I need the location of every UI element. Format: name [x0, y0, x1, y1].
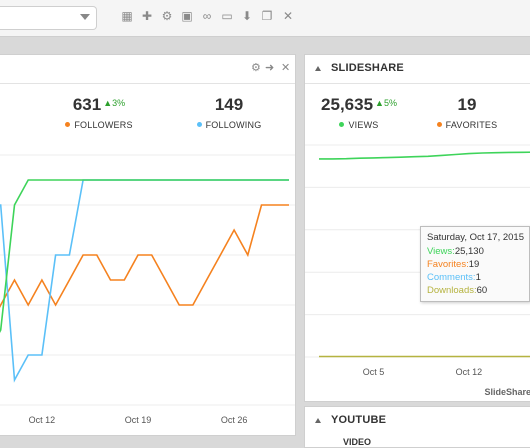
tooltip-comments-label: Comments:	[427, 272, 476, 283]
gear-icon[interactable]: ⚙	[251, 62, 261, 74]
orange-dot-icon	[65, 122, 71, 127]
image-icon[interactable]: ▣	[181, 9, 193, 23]
plus-icon[interactable]: ✚	[141, 9, 153, 23]
x-tick-label: Oct 26	[221, 415, 248, 425]
tooltip-favorites: Favorites:19	[427, 259, 479, 270]
tooltip-date: Saturday, Oct 17, 2015	[427, 232, 524, 243]
arrow-right-icon[interactable]: ➜	[265, 62, 275, 74]
series-line-series2	[0, 179, 289, 333]
tooltip-downloads-value: 60	[476, 285, 488, 296]
x-tick-label: Oct 5	[363, 367, 385, 377]
close-icon[interactable]: ✕	[282, 9, 294, 23]
series-line-followers	[0, 204, 289, 308]
x-tick-label: Oct 12	[456, 367, 483, 377]
gear-icon[interactable]: ⚙	[161, 9, 173, 23]
following-stat: 149 FOLLOWING	[179, 95, 279, 130]
instagram-panel: ⚙ ➜ ✕ 631 ▲3% FOLLOWERS 149 FOLLOWING Oct…	[0, 54, 296, 436]
series-line-views	[319, 151, 530, 160]
views-delta: ▲5%	[375, 98, 397, 108]
tooltip-comments-value: 1	[475, 272, 481, 283]
layers-icon[interactable]: ❐	[261, 9, 273, 23]
grid-icon[interactable]: ▦	[121, 9, 133, 23]
followers-stat: 631 ▲3% FOLLOWERS	[39, 95, 159, 130]
slideshare-credit: SlideShare	[484, 387, 530, 397]
chart-tooltip: Saturday, Oct 17, 2015 Views:25,130 Favo…	[420, 226, 530, 302]
close-icon[interactable]: ✕	[281, 62, 291, 74]
views-stat: 25,635 ▲5% VIEWS	[313, 95, 405, 130]
youtube-panel-header: YOUTUBE	[305, 407, 530, 435]
dashboard-select[interactable]	[0, 6, 97, 30]
collapse-icon[interactable]	[315, 66, 321, 71]
tooltip-views-value: 25,130	[454, 246, 484, 257]
top-toolbar: ▦ ✚ ⚙ ▣ ∞ ▭ ⬇ ❐ ✕	[0, 0, 530, 37]
following-label: FOLLOWING	[205, 120, 262, 130]
tooltip-views-label: Views:	[427, 246, 455, 257]
followers-value: 631	[72, 95, 102, 114]
youtube-title: YOUTUBE	[331, 414, 387, 426]
chevron-down-icon	[80, 14, 90, 20]
favorites-label: FAVORITES	[445, 120, 498, 130]
following-value: 149	[214, 95, 244, 114]
link-icon[interactable]: ∞	[202, 9, 212, 23]
green-dot-icon	[339, 122, 345, 127]
orange-dot-icon	[436, 122, 442, 127]
tooltip-downloads-label: Downloads:	[427, 285, 477, 296]
instagram-panel-header: ⚙ ➜ ✕	[0, 55, 295, 84]
x-tick-label: Oct 19	[125, 415, 152, 425]
youtube-sub: VIDEO	[343, 437, 372, 447]
followers-delta: ▲3%	[103, 98, 126, 108]
monitor-icon[interactable]: ▭	[221, 9, 233, 23]
download-icon[interactable]: ⬇	[241, 9, 253, 23]
tooltip-favorites-value: 19	[468, 259, 480, 270]
tooltip-comments: Comments:1	[427, 272, 481, 283]
slideshare-panel-header: SLIDESHARE	[305, 55, 530, 84]
series-line-following	[0, 179, 289, 383]
tooltip-downloads: Downloads:60	[427, 285, 487, 296]
followers-delta-text: 3%	[112, 98, 126, 108]
x-tick-label: Oct 12	[29, 415, 56, 425]
tooltip-favorites-label: Favorites:	[427, 259, 469, 270]
views-value: 25,635	[321, 95, 374, 114]
tooltip-views: Views:25,130	[427, 246, 484, 257]
views-label: VIEWS	[348, 120, 379, 130]
collapse-icon[interactable]	[315, 418, 321, 423]
favorites-stat: 19 FAVORITES	[427, 95, 507, 130]
followers-label: FOLLOWERS	[74, 120, 133, 130]
views-delta-text: 5%	[383, 98, 397, 108]
slideshare-title: SLIDESHARE	[331, 62, 404, 74]
blue-dot-icon	[196, 122, 202, 127]
favorites-value: 19	[457, 95, 477, 114]
